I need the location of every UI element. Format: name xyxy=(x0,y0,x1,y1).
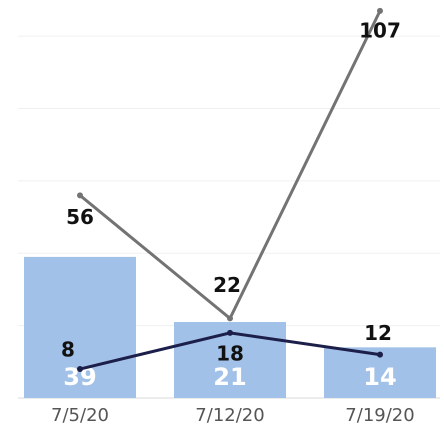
line-point xyxy=(377,351,383,358)
data-label: 22 xyxy=(213,273,241,297)
data-label: 56 xyxy=(66,205,94,229)
data-label: 12 xyxy=(364,321,392,345)
data-label: 18 xyxy=(216,341,244,365)
line-point xyxy=(227,329,233,336)
data-label: 8 xyxy=(61,338,75,362)
line-point xyxy=(77,366,83,373)
bar-label: 21 xyxy=(213,363,246,391)
x-tick-label: 7/12/20 xyxy=(195,405,264,426)
data-label: 107 xyxy=(359,18,401,42)
bar xyxy=(24,256,136,398)
line-point xyxy=(77,192,83,199)
x-tick-label: 7/19/20 xyxy=(345,405,414,426)
bar-label: 14 xyxy=(363,363,396,391)
x-tick-label: 7/5/20 xyxy=(51,405,109,426)
line-point xyxy=(377,7,383,14)
line-point xyxy=(227,315,233,322)
